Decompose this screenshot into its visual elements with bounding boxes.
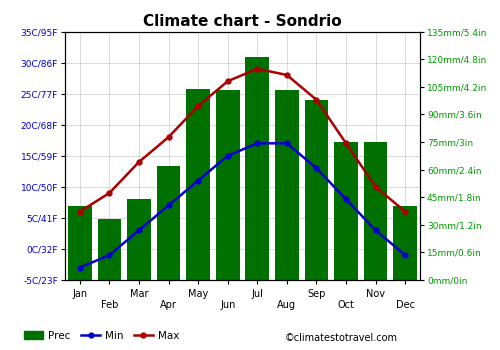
Max: [402, 210, 408, 214]
Bar: [186, 89, 210, 280]
Max: [224, 79, 230, 83]
Bar: [275, 90, 298, 280]
Text: ©climatestotravel.com: ©climatestotravel.com: [285, 333, 398, 343]
Min: [136, 228, 142, 232]
Bar: [127, 199, 151, 280]
Bar: [334, 142, 358, 280]
Min: [77, 265, 83, 270]
Max: [136, 160, 142, 164]
Line: Max: Max: [78, 66, 407, 214]
Max: [254, 66, 260, 71]
Min: [106, 253, 112, 257]
Text: Mar: Mar: [130, 289, 148, 299]
Min: [166, 203, 172, 208]
Text: Dec: Dec: [396, 300, 414, 310]
Text: Jan: Jan: [72, 289, 88, 299]
Min: [372, 228, 378, 232]
Text: Jun: Jun: [220, 300, 236, 310]
Max: [372, 185, 378, 189]
Min: [284, 141, 290, 146]
Bar: [394, 206, 417, 280]
Text: May: May: [188, 289, 208, 299]
Text: Aug: Aug: [278, 300, 296, 310]
Min: [195, 178, 201, 183]
Min: [343, 197, 349, 201]
Max: [77, 210, 83, 214]
Bar: [216, 90, 240, 280]
Max: [343, 141, 349, 146]
Bar: [98, 219, 121, 280]
Text: Sep: Sep: [308, 289, 326, 299]
Min: [314, 166, 320, 170]
Text: Jul: Jul: [252, 289, 263, 299]
Max: [314, 98, 320, 102]
Max: [195, 104, 201, 108]
Title: Climate chart - Sondrio: Climate chart - Sondrio: [143, 14, 342, 29]
Max: [166, 135, 172, 139]
Text: Apr: Apr: [160, 300, 177, 310]
Bar: [304, 100, 328, 280]
Bar: [246, 57, 269, 280]
Legend: Prec, Min, Max: Prec, Min, Max: [20, 327, 184, 345]
Max: [106, 191, 112, 195]
Text: Nov: Nov: [366, 289, 385, 299]
Max: [284, 73, 290, 77]
Bar: [364, 142, 388, 280]
Min: [254, 141, 260, 146]
Text: Oct: Oct: [338, 300, 354, 310]
Text: Feb: Feb: [100, 300, 118, 310]
Min: [402, 253, 408, 257]
Line: Min: Min: [78, 141, 407, 270]
Bar: [68, 206, 92, 280]
Bar: [156, 166, 180, 280]
Min: [224, 154, 230, 158]
